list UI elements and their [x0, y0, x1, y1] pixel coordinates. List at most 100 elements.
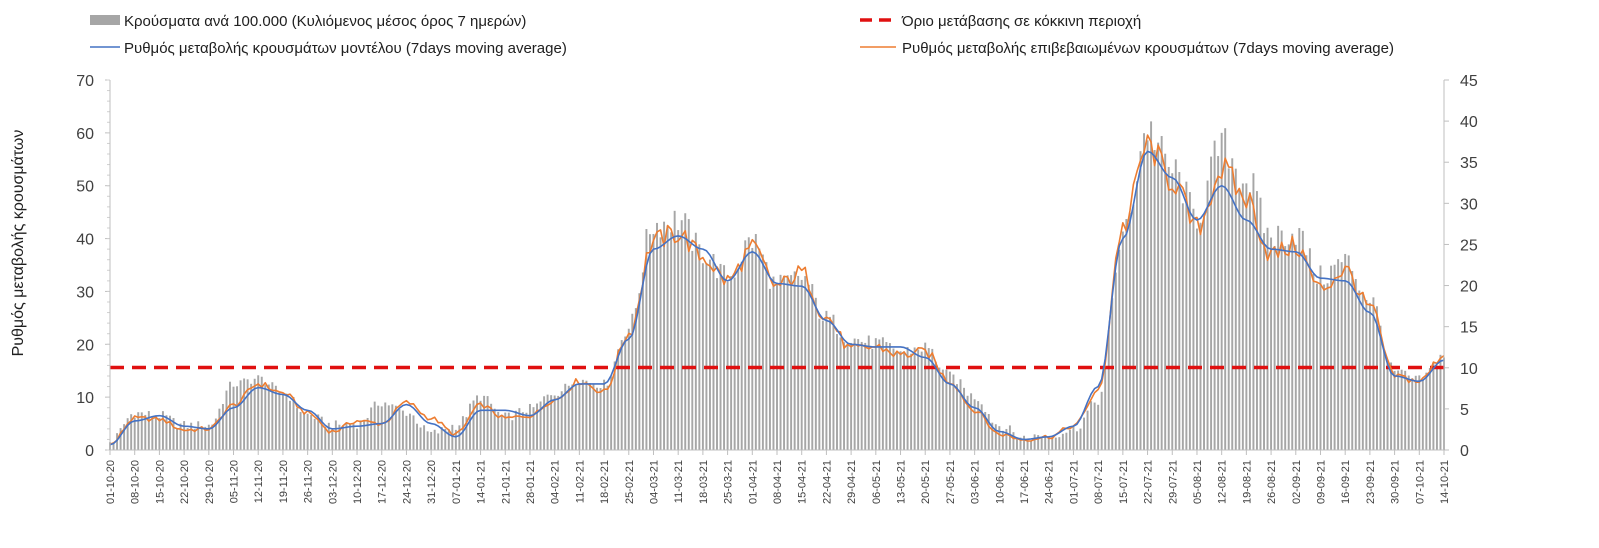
- bar: [1174, 159, 1177, 450]
- bar: [719, 263, 722, 450]
- bar: [430, 431, 433, 450]
- bar: [839, 337, 842, 450]
- y-axis-title: Ρυθμός μεταβολής κρουσμάτων: [10, 130, 27, 357]
- bar: [917, 349, 920, 450]
- bar: [659, 237, 662, 450]
- bar: [253, 378, 256, 450]
- bar: [564, 383, 567, 450]
- x-tick-label: 19-11-20: [278, 460, 290, 503]
- bar: [1340, 262, 1343, 450]
- bar: [1372, 297, 1375, 450]
- bar: [236, 386, 239, 450]
- bar: [1143, 133, 1145, 450]
- bar: [507, 412, 510, 450]
- bar: [161, 411, 164, 450]
- bar: [1287, 244, 1290, 450]
- bar: [1125, 219, 1128, 450]
- bar: [1379, 325, 1382, 450]
- bar: [405, 415, 408, 450]
- bar: [857, 339, 860, 450]
- bar: [1393, 370, 1396, 450]
- bar: [772, 276, 775, 450]
- bar: [740, 261, 743, 450]
- x-tick-label: 10-06-21: [994, 460, 1006, 504]
- bar: [310, 415, 313, 450]
- bar: [1012, 432, 1015, 450]
- y-right-tick-label: 25: [1460, 237, 1478, 254]
- bar: [426, 431, 429, 450]
- bar: [620, 340, 623, 450]
- bar: [864, 342, 867, 450]
- bar: [476, 395, 478, 450]
- bar: [514, 410, 517, 450]
- bar: [440, 427, 443, 450]
- bar: [850, 342, 853, 450]
- bar: [1298, 228, 1301, 450]
- bar: [645, 229, 648, 450]
- bar: [1245, 183, 1248, 450]
- bar: [606, 385, 609, 450]
- bar: [1365, 299, 1368, 450]
- bar: [401, 410, 404, 450]
- bar: [641, 272, 644, 450]
- bar: [1157, 142, 1160, 450]
- bar: [1023, 435, 1026, 450]
- bar: [391, 404, 394, 450]
- bar: [638, 293, 641, 450]
- bar: [1263, 233, 1265, 450]
- y-left-tick-label: 60: [76, 126, 94, 143]
- bar: [140, 412, 143, 450]
- bar: [409, 413, 411, 450]
- bar: [1361, 292, 1364, 450]
- bar: [186, 428, 189, 450]
- bar: [670, 232, 673, 450]
- bar: [927, 348, 930, 450]
- bar: [663, 221, 666, 450]
- bar: [1008, 425, 1011, 450]
- bar: [1277, 225, 1280, 450]
- bar: [804, 276, 807, 450]
- x-tick-label: 09-09-21: [1315, 460, 1327, 504]
- bar: [797, 275, 800, 450]
- x-tick-label: 03-06-21: [970, 460, 982, 504]
- x-tick-label: 15-04-21: [797, 460, 809, 504]
- bar: [1178, 172, 1181, 450]
- bar: [183, 421, 186, 450]
- bar: [1044, 435, 1047, 450]
- bar: [716, 278, 718, 450]
- bar: [1016, 438, 1018, 450]
- bar: [264, 385, 267, 450]
- bar: [172, 418, 175, 450]
- bar: [924, 342, 927, 450]
- bar: [1065, 432, 1068, 450]
- bar: [1414, 375, 1417, 450]
- bar: [546, 394, 549, 450]
- bar: [730, 276, 733, 450]
- bar: [906, 347, 909, 450]
- x-tick-label: 17-06-21: [1019, 460, 1031, 504]
- bar: [578, 384, 581, 450]
- bar: [1241, 183, 1244, 451]
- bar: [1425, 372, 1428, 450]
- x-tick-label: 29-04-21: [846, 460, 858, 504]
- bar: [225, 390, 228, 450]
- bar: [419, 427, 422, 450]
- bar: [1150, 121, 1153, 450]
- bar: [888, 343, 891, 450]
- bar: [197, 421, 200, 450]
- bar: [366, 417, 369, 450]
- bar: [451, 424, 454, 450]
- bar: [1040, 437, 1043, 450]
- bar: [723, 265, 726, 450]
- x-tick-label: 07-01-21: [451, 460, 463, 504]
- bar: [285, 393, 288, 450]
- x-tick-label: 25-03-21: [723, 460, 735, 504]
- bar: [708, 259, 711, 450]
- x-tick-label: 15-10-20: [154, 460, 166, 504]
- bar: [345, 423, 348, 450]
- x-tick-label: 01-07-21: [1068, 460, 1080, 504]
- bar: [1160, 136, 1163, 451]
- x-tick-label: 06-05-21: [871, 460, 883, 504]
- bar: [1411, 378, 1414, 450]
- bar: [899, 351, 902, 450]
